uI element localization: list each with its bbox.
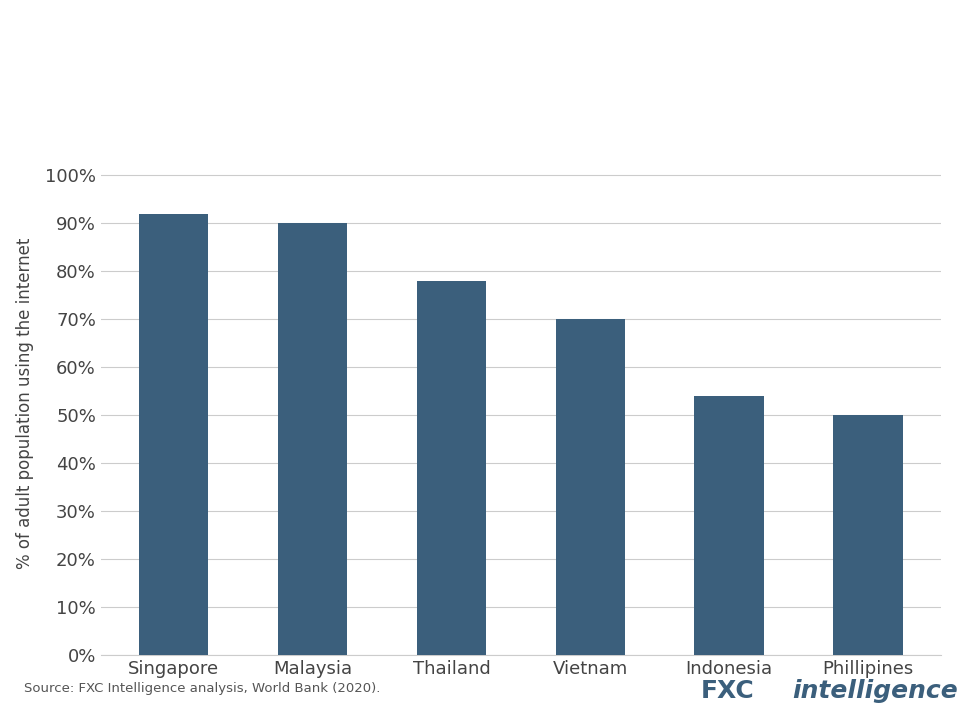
Text: Internet usage across Southeast Asian countries: Internet usage across Southeast Asian co… [24,24,861,53]
Text: Source: FXC Intelligence analysis, World Bank (2020).: Source: FXC Intelligence analysis, World… [24,682,380,695]
Bar [277,223,348,655]
Bar [139,214,208,655]
Bar [694,396,764,655]
Bar [556,319,625,655]
Text: Percentage of adult population using the internet: Percentage of adult population using the… [24,87,612,107]
Bar [833,415,902,655]
Y-axis label: % of adult population using the internet: % of adult population using the internet [15,238,34,569]
Bar [417,281,486,655]
Text: intelligence: intelligence [792,679,958,703]
Text: FXC: FXC [701,679,755,703]
